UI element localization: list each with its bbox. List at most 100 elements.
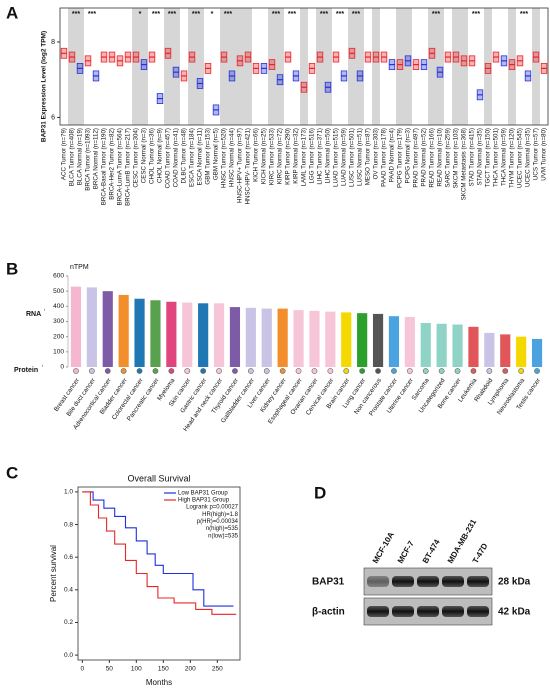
x-tick-label: BRCA Tumor (n=1093) <box>85 128 92 191</box>
group-shading <box>220 8 228 125</box>
x-tick-label: KIRP Tumor (n=290) <box>285 128 292 185</box>
x-tick-label: CHOL Tumor (n=36) <box>149 128 156 184</box>
protein-dot <box>486 368 493 374</box>
protein-dot <box>422 368 429 374</box>
group-shading <box>372 8 380 125</box>
row-label: RNA <box>26 311 41 318</box>
significance-label: *** <box>152 11 160 18</box>
group-shading <box>236 8 244 125</box>
bar <box>277 308 288 367</box>
x-tick-label: LUAD Tumor (n=515) <box>333 128 340 187</box>
y-axis-title: BAP31 Expression Level (log2 TPM) <box>41 31 48 142</box>
y-axis-title: Percent survival <box>49 545 58 602</box>
bar <box>372 313 384 367</box>
group-shading <box>348 8 356 125</box>
protein-dot <box>168 368 175 374</box>
group-shading <box>356 8 364 125</box>
x-tick-label: KICH Tumor (n=66) <box>253 128 260 182</box>
x-tick-label: BLCA Normal (n=19) <box>77 128 84 185</box>
plot-frame <box>59 7 549 126</box>
x-tick-label: THYM Tumor (n=120) <box>509 128 516 188</box>
stat-label: HR(high)=1.8 <box>202 512 239 518</box>
group-shading <box>164 8 172 125</box>
bar <box>468 326 479 367</box>
x-tick-label: THCA Tumor (n=501) <box>493 128 500 187</box>
bar <box>420 323 431 367</box>
x-tick-label: UCS Tumor (n=57) <box>533 128 540 180</box>
bar <box>404 316 415 367</box>
bar <box>341 312 352 367</box>
panel-letter: C <box>6 463 18 482</box>
group-shading <box>196 8 204 125</box>
significance-label: *** <box>168 11 176 18</box>
x-tick-label: KIRP Normal (n=32) <box>293 128 300 184</box>
x-tick-label: SKCM Metastasis (n=368) <box>461 128 468 200</box>
size-label: 42 kDa <box>498 607 531 618</box>
stat-label: n(low)=535 <box>208 533 239 539</box>
bar <box>531 338 543 367</box>
bar <box>213 303 225 367</box>
lane-label: MCF-7 <box>396 539 416 565</box>
x-tick-label: TGCT Tumor (n=150) <box>485 128 492 187</box>
x-tick-label: THCA Normal (n=59) <box>501 128 508 186</box>
significance-label: * <box>139 11 142 18</box>
group-shading <box>172 8 180 125</box>
x-tick-label: SKCM Tumor (n=103) <box>453 128 460 188</box>
protein-dot <box>216 368 222 374</box>
protein-dot <box>73 368 79 374</box>
y-tick-label: 0.2 <box>64 619 73 626</box>
x-tick-label: BRCA-Basal Tumor (n=190) <box>101 128 108 205</box>
group-shading <box>428 8 436 125</box>
x-tick-label: BRCA-Her2 Tumor (n=82) <box>109 128 116 200</box>
protein-dot <box>518 368 525 374</box>
significance-label: *** <box>72 11 80 18</box>
protein-dot <box>184 368 191 374</box>
panel-letter: A <box>6 3 18 22</box>
bar <box>357 313 368 367</box>
size-label: 28 kDa <box>498 577 531 588</box>
x-tick-label: LIHC Tumor (n=371) <box>317 128 324 185</box>
x-tick-label: BLCA Tumor (n=408) <box>69 128 76 186</box>
x-tick-label: DLBC Tumor (n=48) <box>181 128 188 184</box>
x-tick-label: BRCA-LumA Tumor (n=564) <box>117 128 124 206</box>
x-tick-label: LIHC Normal (n=50) <box>325 128 332 184</box>
blot-band <box>442 576 464 587</box>
protein-dot <box>406 368 413 374</box>
row-label: β-actin <box>312 607 345 618</box>
protein-dot <box>279 368 286 374</box>
group-shading <box>396 8 404 125</box>
y-tick-label: 300 <box>53 318 64 325</box>
significance-label: * <box>211 11 214 18</box>
group-shading <box>404 8 412 125</box>
plot-frame <box>77 486 241 661</box>
group-shading <box>532 8 540 125</box>
group-shading <box>452 8 460 125</box>
blot-band <box>417 576 439 587</box>
y-tick-label: 0.8 <box>64 521 73 528</box>
x-tick-label: HNSC-HPV- Tumor (n=421) <box>245 128 252 205</box>
protein-dot <box>311 368 318 374</box>
x-tick-label: GBM Normal (n=5) <box>213 128 220 180</box>
x-tick-label: CESC Tumor (n=304) <box>133 128 140 188</box>
significance-label: *** <box>224 11 232 18</box>
x-tick-label: COAD Normal (n=41) <box>173 128 180 187</box>
x-tick-label: UVM Tumor (n=80) <box>541 128 548 181</box>
x-tick-label: HNSC Tumor (n=520) <box>221 128 228 188</box>
protein-dot <box>88 368 95 374</box>
survival-curve <box>82 491 234 607</box>
x-tick-label: HNSC Normal (n=44) <box>229 128 236 187</box>
blot-band <box>442 606 464 617</box>
protein-dot <box>295 368 302 374</box>
blot-band <box>367 576 389 587</box>
row-label: BAP31 <box>312 577 345 588</box>
x-tick-label: ESCA Normal (n=11) <box>197 128 204 185</box>
significance-label: *** <box>336 11 344 18</box>
y-tick-label: 0 <box>60 364 64 371</box>
protein-dot <box>120 368 127 374</box>
group-shading <box>132 8 140 125</box>
protein-dot <box>247 368 254 374</box>
x-tick-label: ACC Tumor (n=79) <box>61 128 68 180</box>
x-tick-label: LGG Tumor (n=516) <box>309 128 316 184</box>
y-tick-label: 200 <box>53 333 64 340</box>
protein-dot <box>391 368 397 374</box>
